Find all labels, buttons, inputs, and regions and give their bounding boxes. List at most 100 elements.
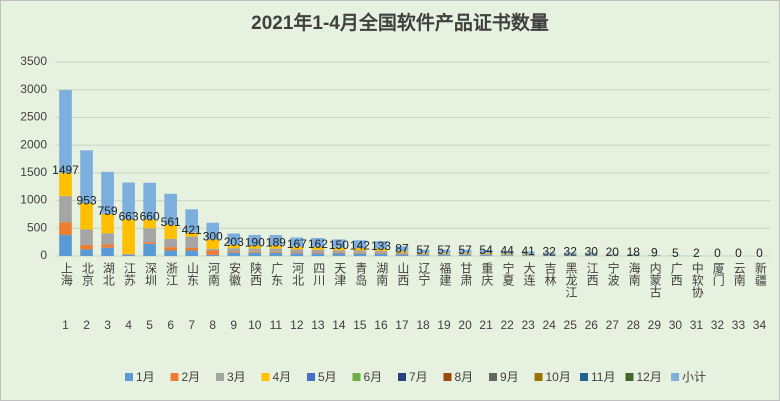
x-tick-label: 甘肃	[459, 262, 473, 287]
rank-label: 28	[627, 318, 641, 332]
bar-segment	[627, 254, 640, 256]
bar-segment	[143, 182, 156, 220]
rank-label: 14	[332, 318, 346, 332]
bar-segment	[80, 150, 93, 204]
bar-segment	[185, 236, 198, 248]
bar-segment	[143, 243, 156, 256]
bar-segment	[521, 254, 535, 256]
x-tick-label: 安徽	[228, 261, 242, 286]
x-tick-label: 湖南	[375, 261, 389, 286]
bar-segment	[101, 247, 114, 256]
x-tick-label: 黑龙江	[564, 262, 578, 298]
bar-segment	[437, 253, 451, 255]
bar-segment	[227, 251, 241, 253]
bar-segment	[311, 238, 325, 248]
legend-swatch	[625, 373, 634, 381]
bar-segment	[416, 255, 430, 256]
rank-label: 19	[437, 318, 451, 332]
bar-segment	[164, 238, 177, 248]
bar-segment	[521, 251, 535, 254]
legend-label: 9月	[500, 370, 519, 384]
bar-segment	[332, 253, 346, 256]
x-tick-label: 江西	[585, 262, 599, 286]
x-tick-label: 吉林	[543, 262, 557, 286]
x-tick-label: 广西	[669, 262, 683, 286]
rank-label: 26	[585, 318, 599, 332]
data-label: 20	[606, 245, 620, 259]
bar-segment	[269, 248, 283, 252]
legend-label: 8月	[455, 370, 474, 384]
x-tick-label: 广东	[270, 262, 284, 286]
legend-swatch	[216, 373, 224, 381]
rank-label: 29	[648, 318, 662, 332]
bar-segment	[290, 237, 304, 247]
bar-segment	[227, 252, 241, 256]
x-tick-label: 河北	[291, 262, 305, 287]
x-tick-label: 四川	[312, 262, 326, 286]
bar-segment	[80, 203, 93, 230]
bar-segment	[563, 252, 577, 255]
bar-segment	[332, 252, 346, 254]
bar-segment	[122, 253, 135, 255]
bar-segment	[374, 248, 388, 251]
bar-segment	[353, 240, 367, 249]
bar-segment	[500, 255, 514, 256]
chart-title: 2021年1-4月全国软件产品证书数量	[251, 11, 549, 34]
bar-segment	[374, 253, 388, 254]
bar-segment	[479, 253, 493, 254]
rank-label: 22	[500, 318, 514, 332]
x-tick-label: 深圳	[143, 262, 157, 286]
bar-segment	[437, 249, 451, 253]
rank-label: 3	[104, 318, 111, 332]
bar-segment	[605, 253, 619, 255]
bar-segment	[416, 253, 430, 255]
legend-swatch	[671, 373, 679, 381]
bar-segment	[332, 239, 346, 248]
x-tick-label: 内蒙古	[648, 262, 662, 298]
bar-segment	[563, 255, 577, 256]
bar-segment	[332, 250, 346, 253]
rank-label: 34	[753, 318, 767, 332]
bar-segment	[395, 251, 409, 253]
rank-label: 16	[374, 318, 388, 332]
bar-segment	[416, 252, 430, 254]
legend-label: 12月	[637, 370, 662, 384]
data-label: 1497	[52, 163, 79, 177]
data-label: 57	[437, 243, 451, 257]
x-tick-label: 天津	[333, 262, 347, 286]
x-tick-label: 中软协	[690, 261, 704, 298]
bar-segment	[80, 244, 93, 250]
bar-segment	[269, 251, 283, 253]
data-label: 660	[140, 210, 160, 224]
bar-segment	[59, 173, 72, 197]
bar-segment	[164, 250, 177, 256]
bar-segment	[542, 252, 556, 255]
bar-segment	[584, 252, 598, 255]
x-tick-label: 福建	[438, 261, 452, 287]
legend-label: 5月	[318, 370, 337, 384]
bar-segment	[542, 255, 556, 256]
bar-segment	[164, 224, 177, 239]
x-tick-label: 宁夏	[501, 261, 515, 286]
bar-segment	[458, 253, 472, 255]
rank-label: 23	[521, 318, 535, 332]
y-tick-label: 2000	[20, 137, 47, 151]
y-tick-label: 0	[40, 248, 47, 262]
y-tick-label: 3500	[20, 54, 47, 68]
rank-label: 12	[290, 318, 304, 332]
bar-segment	[395, 246, 409, 252]
bar-segment	[227, 248, 241, 252]
legend-swatch	[580, 373, 588, 381]
legend-swatch	[261, 373, 270, 381]
bar-segment	[122, 182, 135, 220]
x-tick-label: 上海	[59, 262, 73, 286]
data-label: 759	[98, 204, 118, 218]
bar-segment	[101, 244, 114, 248]
bar-segment	[395, 252, 409, 255]
rank-label: 15	[353, 318, 367, 332]
data-label: 0	[735, 246, 742, 260]
bar-segment	[374, 250, 388, 254]
bar-segment	[290, 253, 304, 256]
bar-segment	[311, 252, 325, 254]
